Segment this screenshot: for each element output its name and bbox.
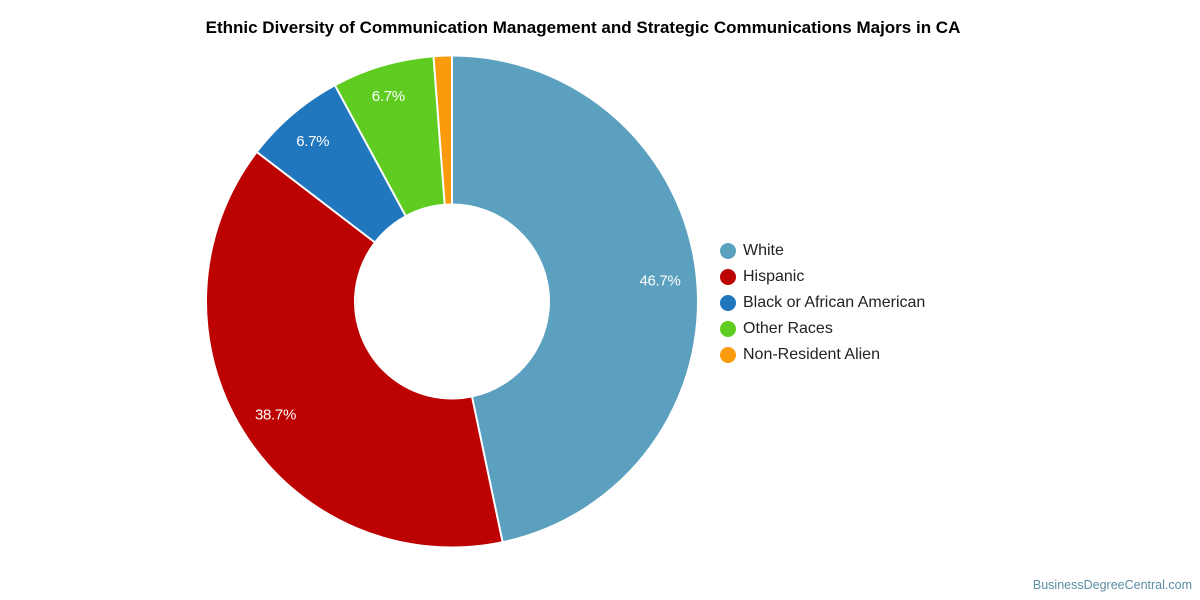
svg-text:38.7%: 38.7%: [255, 407, 296, 424]
svg-text:46.7%: 46.7%: [639, 273, 680, 290]
svg-text:6.7%: 6.7%: [296, 133, 329, 150]
svg-text:6.7%: 6.7%: [372, 88, 405, 105]
